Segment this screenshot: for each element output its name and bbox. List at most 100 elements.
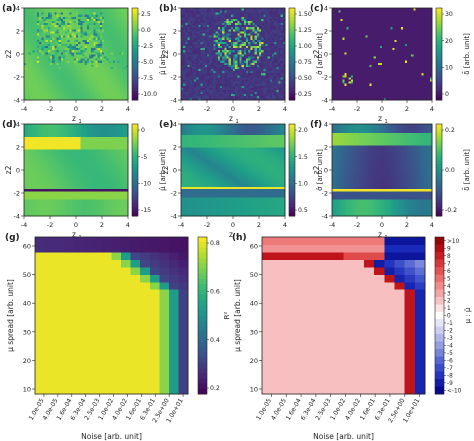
heatmap-cell [259, 28, 262, 32]
heatmap-cell [220, 97, 223, 101]
heatmap-cell [110, 45, 114, 49]
heatmap-cell [246, 60, 249, 63]
heatmap-cell [204, 85, 208, 88]
heatmap-cell [121, 49, 125, 53]
heatmap-cell [427, 97, 431, 101]
heatmap-cell [65, 8, 68, 11]
colorbar-segment [132, 41, 138, 46]
heatmap-cell [37, 81, 40, 84]
heatmap-cell [379, 87, 383, 90]
heatmap-cell [34, 28, 38, 32]
heatmap-cell [213, 97, 217, 101]
heatmap-cell [119, 47, 122, 51]
heatmap-cell [361, 74, 364, 78]
heatmap-cell [34, 97, 38, 101]
heatmap-cell [187, 41, 191, 44]
heatmap-cell [369, 79, 372, 82]
heatmap-cell [230, 35, 234, 38]
heatmap-cell [344, 83, 347, 86]
heatmap-cell [204, 51, 208, 55]
heatmap-cell [196, 79, 199, 82]
heatmap-cell [119, 89, 122, 93]
heatmap-cell [400, 93, 404, 97]
heatmap-cell [209, 33, 212, 36]
heatmap-cell [237, 87, 240, 90]
heatmap-cell [185, 14, 188, 17]
heatmap-cell [63, 79, 66, 82]
heatmap-cell [65, 33, 68, 36]
heatmap-cell [45, 18, 49, 21]
heatmap-cell [110, 72, 114, 76]
heatmap-cell [80, 95, 83, 99]
heatmap-cell [198, 51, 201, 55]
heatmap-cell [213, 72, 217, 76]
heatmap-cell [363, 74, 366, 78]
heatmap-cell [30, 74, 34, 78]
heatmap-cell [125, 91, 129, 95]
heatmap-cell [181, 81, 184, 84]
heatmap-cell [41, 35, 44, 38]
heatmap-cell [24, 31, 27, 34]
heatmap-cell [256, 10, 260, 13]
heatmap-cell [106, 74, 109, 78]
heatmap-cell [274, 93, 277, 97]
heatmap-cell [50, 81, 53, 84]
heatmap-cell [45, 47, 49, 51]
heatmap-cell [250, 85, 253, 88]
heatmap-cell [78, 85, 81, 88]
heatmap-cell [60, 47, 64, 51]
heatmap-cell [76, 64, 79, 67]
heatmap-cell [390, 85, 393, 88]
heatmap-cell [250, 56, 253, 59]
heatmap-cell [211, 93, 214, 97]
heatmap-cell [213, 81, 217, 84]
heatmap-cell [230, 47, 234, 51]
heatmap-cell [115, 33, 118, 36]
heatmap-cell [47, 89, 51, 93]
heatmap-cell [89, 58, 92, 61]
heatmap-cell [338, 72, 341, 76]
heatmap-cell [102, 93, 105, 97]
colorbar-segment [289, 96, 295, 101]
heatmap-cell [375, 91, 379, 95]
heatmap-cell [50, 16, 53, 19]
heatmap-cell [202, 49, 206, 53]
heatmap-cell [213, 45, 217, 49]
heatmap-cell [386, 74, 389, 78]
heatmap-cell [34, 41, 38, 44]
heatmap-cell [256, 8, 260, 11]
heatmap-cell [267, 68, 271, 72]
heatmap-cell [269, 93, 273, 97]
heatmap-cell [373, 95, 377, 99]
heatmap-cell [189, 97, 193, 101]
heatmap-cell [183, 28, 186, 32]
heatmap-cell [39, 87, 42, 90]
heatmap-cell [37, 72, 40, 76]
heatmap-cell [222, 12, 225, 15]
heatmap-cell [382, 85, 385, 88]
heatmap-cell [243, 89, 247, 93]
heatmap-cell [106, 26, 109, 30]
heatmap-cell [39, 37, 42, 40]
heatmap-cell [185, 91, 188, 95]
heatmap-cell [359, 95, 362, 99]
heatmap-cell [89, 47, 92, 51]
heatmap-cell [104, 68, 107, 72]
heatmap-cell [241, 62, 245, 65]
heatmap-cell [28, 31, 31, 34]
heatmap-cell [95, 87, 99, 90]
heatmap-cell [282, 60, 286, 63]
heatmap-cell [93, 77, 96, 80]
heatmap-cell [198, 97, 201, 101]
heatmap-cell [265, 37, 269, 40]
heatmap-cell [226, 43, 230, 47]
heatmap-cell [250, 12, 253, 15]
heatmap-cell [392, 93, 395, 97]
heatmap-cell [56, 68, 60, 72]
colorbar-segment [132, 90, 138, 95]
heatmap-cell [183, 31, 186, 34]
heatmap-cell [267, 70, 271, 74]
heatmap-cell [41, 47, 44, 51]
heatmap-cell [230, 8, 234, 11]
heatmap-cell [207, 62, 210, 65]
